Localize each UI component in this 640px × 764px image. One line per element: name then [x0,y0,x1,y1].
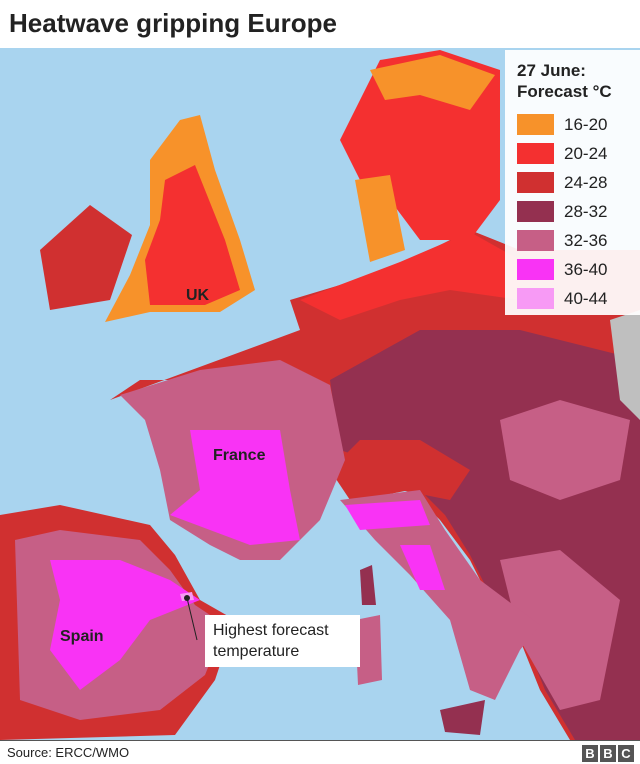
norway-orange [370,55,495,110]
uk-red [145,165,240,305]
legend-label: 40-44 [564,288,608,308]
legend-swatch [517,230,554,251]
legend-item: 28-32 [517,197,640,226]
grey-land [610,310,640,420]
annotation-box: Highest forecast temperature [205,615,360,667]
italy [340,490,540,700]
logo-letter: B [600,745,616,762]
legend-swatch [517,201,554,222]
balkans-pink [500,550,620,710]
label-france: France [213,447,266,464]
legend-item: 20-24 [517,139,640,168]
corsica [360,565,376,605]
sicily [440,700,485,735]
legend-swatch [517,143,554,164]
legend-swatch [517,288,554,309]
legend: 27 June: Forecast °C 16-20 20-24 24-28 28-3… [505,50,640,315]
legend-item: 24-28 [517,168,640,197]
annotation-dot [184,595,190,601]
hungary-pink [500,400,630,500]
label-spain: Spain [60,628,104,645]
legend-swatch [517,259,554,280]
legend-label: 28-32 [564,201,608,221]
annotation-line [186,597,198,641]
italy-south-hot [400,545,445,590]
legend-item: 32-36 [517,226,640,255]
legend-label: 32-36 [564,230,608,250]
italy-hot [345,500,430,530]
logo-letter: B [582,745,598,762]
legend-swatch [517,172,554,193]
legend-title-line1: 27 June: [517,61,586,80]
sardinia [355,615,382,685]
denmark [355,175,405,262]
label-uk: UK [186,287,210,304]
france-hot [170,430,300,545]
footer: Source: ERCC/WMO B B C [0,740,640,764]
legend-title-line2: Forecast °C [517,82,612,101]
germany-red [300,232,520,320]
legend-item: 36-40 [517,255,640,284]
legend-item: 16-20 [517,110,640,139]
annotation-line1: Highest forecast [213,622,329,639]
legend-label: 16-20 [564,114,608,134]
spain-hot [50,560,200,690]
logo-letter: C [618,745,634,762]
chart-title: Heatwave gripping Europe [9,8,337,38]
ireland [40,205,132,310]
legend-label: 20-24 [564,143,608,163]
bbc-logo: B B C [582,745,634,762]
legend-swatch [517,114,554,135]
legend-item: 40-44 [517,284,640,313]
legend-label: 36-40 [564,259,608,279]
source-text: Source: ERCC/WMO [7,745,130,760]
annotation-line2: temperature [213,643,300,660]
alps-red [330,440,470,500]
legend-label: 24-28 [564,172,608,192]
